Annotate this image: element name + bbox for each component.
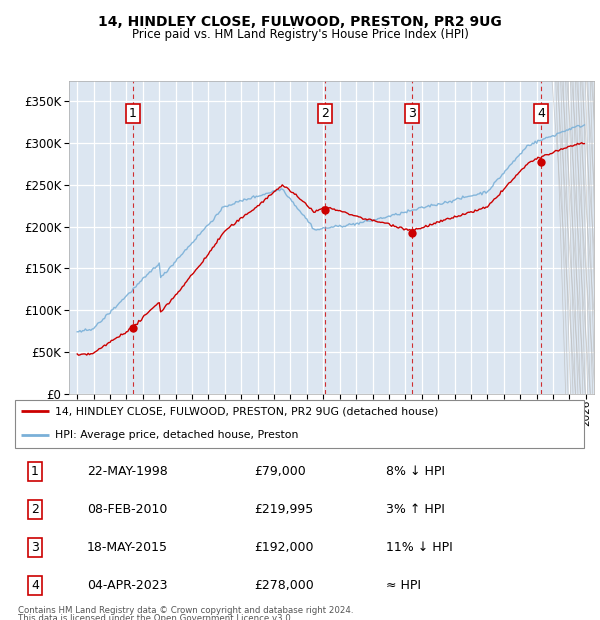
Text: This data is licensed under the Open Government Licence v3.0.: This data is licensed under the Open Gov…: [18, 614, 293, 620]
Text: 1: 1: [129, 107, 137, 120]
Bar: [556, 81, 594, 394]
Text: 8% ↓ HPI: 8% ↓ HPI: [386, 465, 445, 478]
Text: 4: 4: [537, 107, 545, 120]
Text: Price paid vs. HM Land Registry's House Price Index (HPI): Price paid vs. HM Land Registry's House …: [131, 28, 469, 41]
Text: £79,000: £79,000: [254, 465, 305, 478]
Text: 14, HINDLEY CLOSE, FULWOOD, PRESTON, PR2 9UG (detached house): 14, HINDLEY CLOSE, FULWOOD, PRESTON, PR2…: [55, 406, 439, 417]
Text: 18-MAY-2015: 18-MAY-2015: [87, 541, 168, 554]
Text: 14, HINDLEY CLOSE, FULWOOD, PRESTON, PR2 9UG: 14, HINDLEY CLOSE, FULWOOD, PRESTON, PR2…: [98, 16, 502, 30]
Text: 22-MAY-1998: 22-MAY-1998: [87, 465, 167, 478]
Text: 2: 2: [321, 107, 329, 120]
Text: 08-FEB-2010: 08-FEB-2010: [87, 503, 167, 516]
Text: Contains HM Land Registry data © Crown copyright and database right 2024.: Contains HM Land Registry data © Crown c…: [18, 606, 353, 616]
Text: 11% ↓ HPI: 11% ↓ HPI: [386, 541, 453, 554]
Text: £192,000: £192,000: [254, 541, 313, 554]
Text: HPI: Average price, detached house, Preston: HPI: Average price, detached house, Pres…: [55, 430, 299, 440]
Text: 3% ↑ HPI: 3% ↑ HPI: [386, 503, 445, 516]
Text: ≈ HPI: ≈ HPI: [386, 579, 421, 592]
Text: £278,000: £278,000: [254, 579, 314, 592]
Text: 3: 3: [31, 541, 39, 554]
Text: 1: 1: [31, 465, 39, 478]
Text: £219,995: £219,995: [254, 503, 313, 516]
Text: 4: 4: [31, 579, 39, 592]
Text: 2: 2: [31, 503, 39, 516]
Text: 3: 3: [407, 107, 415, 120]
Text: 04-APR-2023: 04-APR-2023: [87, 579, 167, 592]
FancyBboxPatch shape: [15, 400, 584, 448]
Bar: [556, 81, 594, 394]
